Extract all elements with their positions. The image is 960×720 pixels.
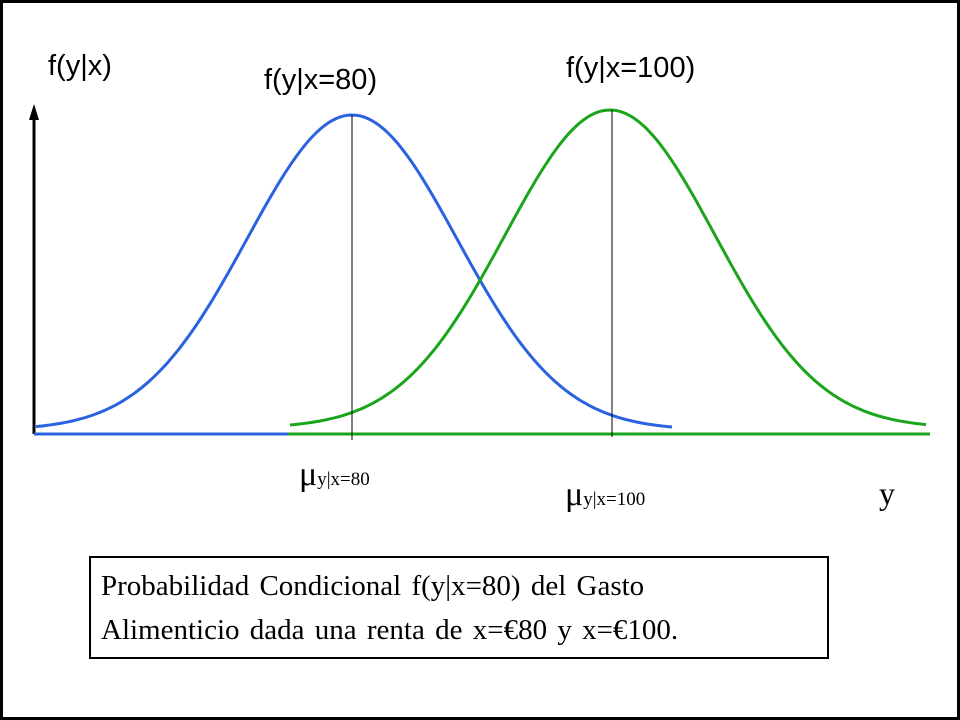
y-axis-arrowhead xyxy=(29,104,39,120)
x-axis-label: y xyxy=(879,475,895,511)
caption-line-2: Alimenticio dada una renta de x=€80 y x=… xyxy=(101,614,679,646)
density-curve-x80 xyxy=(35,113,673,429)
mu-symbol: μ xyxy=(299,456,318,493)
y-axis-label: f(y|x) xyxy=(48,50,112,82)
mean-subscript: y|x=100 xyxy=(583,489,646,510)
mean-label-x80: μy|x=80 xyxy=(299,458,370,492)
caption-line-1: Probabilidad Condicional f(y|x=80) del G… xyxy=(101,570,645,602)
mu-symbol: μ xyxy=(565,476,584,513)
curve-80-label: f(y|x=80) xyxy=(264,64,378,96)
density-curve-x100 xyxy=(289,108,927,427)
mean-subscript: y|x=80 xyxy=(317,469,370,490)
curve-100-label: f(y|x=100) xyxy=(566,52,696,84)
mean-label-x100: μy|x=100 xyxy=(565,478,645,512)
caption-box: Probabilidad Condicional f(y|x=80) del G… xyxy=(89,556,829,659)
